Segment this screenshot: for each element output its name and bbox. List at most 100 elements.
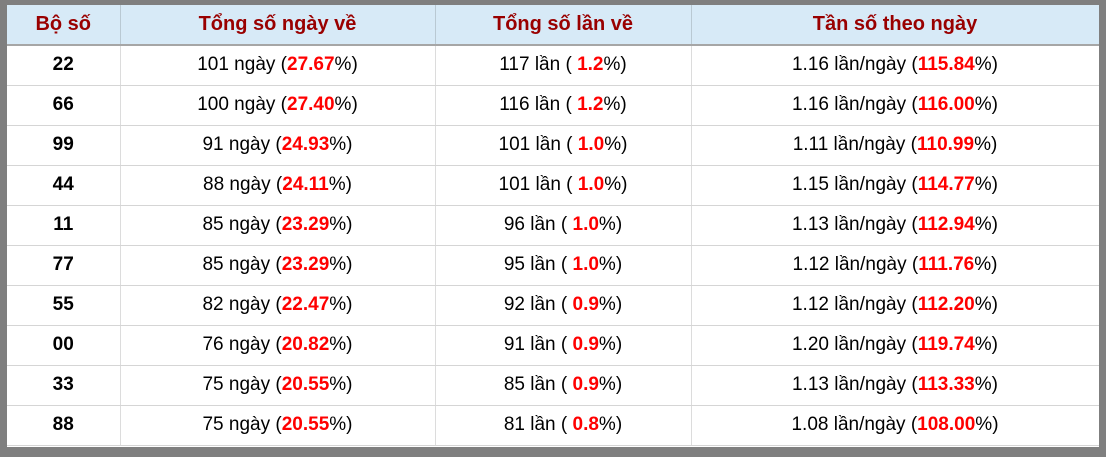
days-percent: 20.82 [281, 334, 330, 355]
total-days-cell: 101 ngày (27.67%) [120, 45, 436, 86]
lottery-pair-stats-table: Bộ số Tổng số ngày về Tổng số lần về Tần… [7, 5, 1099, 446]
times-text: 95 lần ( [503, 254, 573, 275]
frequency-cell: 1.15 lần/ngày (114.77%) [691, 165, 1099, 206]
column-header-pair: Bộ số [7, 5, 121, 46]
pair-cell: 66 [7, 85, 121, 126]
frequency-cell: 1.08 lần/ngày (108.00%) [691, 405, 1099, 446]
freq-percent: 112.20 [917, 294, 975, 315]
frequency-cell: 1.11 lần/ngày (110.99%) [691, 125, 1099, 166]
times-percent: 0.9 [572, 374, 599, 395]
total-days-cell: 82 ngày (22.47%) [120, 285, 436, 326]
pair-value: 55 [52, 294, 74, 315]
frequency-cell: 1.13 lần/ngày (113.33%) [691, 365, 1099, 406]
table-row: 00 76 ngày (20.82%) 91 lần ( 0.9%) 1.20 … [7, 325, 1099, 366]
times-suffix: %) [598, 374, 623, 395]
days-percent: 20.55 [281, 414, 330, 435]
freq-text: 1.08 lần/ngày ( [791, 414, 918, 435]
times-percent: 1.2 [577, 54, 604, 76]
times-text: 101 lần ( [498, 134, 578, 155]
table-row: 22 101 ngày (27.67%) 117 lần ( 1.2%) 1.1… [7, 45, 1099, 86]
times-suffix: %) [598, 334, 623, 355]
table-row: 88 75 ngày (20.55%) 81 lần ( 0.8%) 1.08 … [7, 405, 1099, 446]
freq-suffix: %) [975, 414, 999, 435]
pair-value: 44 [52, 174, 74, 195]
pair-value: 99 [52, 134, 74, 155]
freq-text: 1.12 lần/ngày ( [792, 254, 919, 275]
total-times-cell: 117 lần ( 1.2%) [435, 45, 692, 86]
pair-cell: 55 [7, 285, 121, 326]
freq-suffix: %) [974, 374, 998, 395]
days-suffix: %) [328, 174, 352, 195]
times-percent: 1.0 [572, 254, 599, 275]
days-suffix: %) [329, 134, 353, 155]
total-days-cell: 85 ngày (23.29%) [120, 245, 436, 286]
total-times-cell: 95 lần ( 1.0%) [435, 245, 692, 286]
days-percent: 22.47 [281, 294, 330, 315]
days-text: 101 ngày ( [197, 54, 287, 76]
times-percent: 1.0 [572, 214, 599, 235]
frequency-cell: 1.12 lần/ngày (112.20%) [691, 285, 1099, 326]
times-text: 117 lần ( [499, 54, 578, 76]
days-suffix: %) [329, 414, 353, 435]
days-percent: 24.93 [281, 134, 330, 155]
freq-percent: 110.99 [916, 134, 975, 155]
times-suffix: %) [603, 94, 627, 115]
freq-percent: 114.77 [917, 174, 975, 195]
times-suffix: %) [604, 174, 628, 195]
days-text: 85 ngày ( [202, 214, 282, 235]
pair-value: 00 [52, 334, 74, 355]
freq-percent: 116.00 [917, 94, 975, 115]
times-text: 85 lần ( [503, 374, 573, 395]
total-times-cell: 101 lần ( 1.0%) [435, 125, 692, 166]
times-percent: 1.0 [577, 174, 605, 195]
freq-text: 1.11 lần/ngày ( [792, 134, 917, 155]
times-percent: 1.0 [577, 134, 605, 155]
pair-value: 33 [52, 374, 74, 395]
frequency-cell: 1.20 lần/ngày (119.74%) [691, 325, 1099, 366]
total-days-cell: 75 ngày (20.55%) [120, 365, 436, 406]
table-row: 99 91 ngày (24.93%) 101 lần ( 1.0%) 1.11… [7, 125, 1099, 166]
freq-text: 1.12 lần/ngày ( [791, 294, 918, 315]
total-times-cell: 85 lần ( 0.9%) [435, 365, 692, 406]
pair-cell: 88 [7, 405, 121, 446]
days-percent: 23.29 [281, 254, 330, 275]
total-days-cell: 100 ngày (27.40%) [120, 85, 436, 126]
freq-text: 1.13 lần/ngày ( [791, 214, 918, 235]
frequency-cell: 1.16 lần/ngày (116.00%) [691, 85, 1099, 126]
table-header: Bộ số Tổng số ngày về Tổng số lần về Tần… [7, 5, 1099, 46]
table-row: 33 75 ngày (20.55%) 85 lần ( 0.9%) 1.13 … [7, 365, 1099, 406]
pair-cell: 33 [7, 365, 121, 406]
freq-suffix: %) [974, 174, 998, 195]
days-text: 91 ngày ( [202, 134, 282, 155]
total-times-cell: 92 lần ( 0.9%) [435, 285, 692, 326]
days-text: 82 ngày ( [202, 294, 282, 315]
days-percent: 23.29 [281, 214, 330, 235]
column-header-frequency: Tần số theo ngày [691, 5, 1099, 46]
table-row: 11 85 ngày (23.29%) 96 lần ( 1.0%) 1.13 … [7, 205, 1099, 246]
days-text: 76 ngày ( [202, 334, 282, 355]
freq-text: 1.20 lần/ngày ( [791, 334, 918, 355]
times-text: 101 lần ( [498, 174, 578, 195]
days-suffix: %) [329, 334, 353, 355]
total-days-cell: 85 ngày (23.29%) [120, 205, 436, 246]
table-row: 77 85 ngày (23.29%) 95 lần ( 1.0%) 1.12 … [7, 245, 1099, 286]
pair-cell: 11 [7, 205, 121, 246]
frequency-cell: 1.12 lần/ngày (111.76%) [691, 245, 1099, 286]
freq-suffix: %) [974, 254, 998, 275]
times-text: 116 lần ( [499, 94, 578, 115]
times-percent: 1.2 [577, 94, 604, 115]
days-suffix: %) [334, 54, 358, 76]
times-text: 81 lần ( [503, 414, 573, 435]
pair-value: 66 [52, 94, 74, 115]
freq-suffix: %) [974, 94, 998, 115]
pair-cell: 00 [7, 325, 121, 366]
days-suffix: %) [329, 254, 353, 275]
total-times-cell: 116 lần ( 1.2%) [435, 85, 692, 126]
days-suffix: %) [329, 214, 353, 235]
total-days-cell: 88 ngày (24.11%) [120, 165, 436, 206]
freq-percent: 115.84 [917, 54, 975, 76]
days-percent: 27.40 [287, 94, 335, 115]
times-suffix: %) [604, 134, 628, 155]
total-days-cell: 75 ngày (20.55%) [120, 405, 436, 446]
table-row: 44 88 ngày (24.11%) 101 lần ( 1.0%) 1.15… [7, 165, 1099, 206]
